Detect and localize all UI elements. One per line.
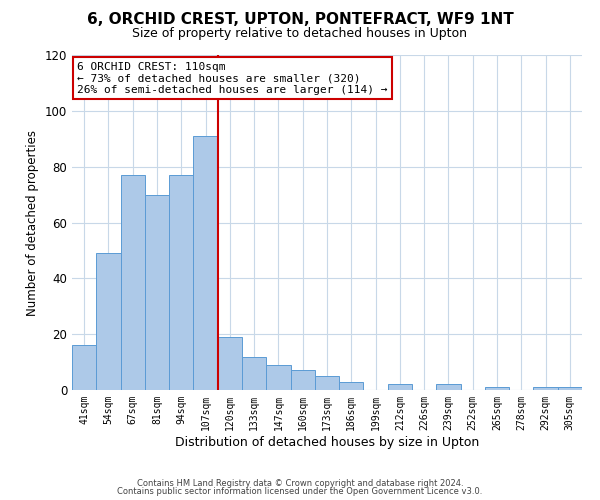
Bar [193, 136, 218, 390]
Bar [96, 253, 121, 390]
Bar [121, 175, 145, 390]
Bar [485, 387, 509, 390]
Y-axis label: Number of detached properties: Number of detached properties [26, 130, 39, 316]
Bar [242, 356, 266, 390]
Bar [558, 387, 582, 390]
Bar [266, 365, 290, 390]
Bar [290, 370, 315, 390]
Bar [145, 194, 169, 390]
Bar [218, 337, 242, 390]
Text: Size of property relative to detached houses in Upton: Size of property relative to detached ho… [133, 28, 467, 40]
Bar [72, 346, 96, 390]
X-axis label: Distribution of detached houses by size in Upton: Distribution of detached houses by size … [175, 436, 479, 448]
Bar [339, 382, 364, 390]
Bar [533, 387, 558, 390]
Bar [315, 376, 339, 390]
Text: Contains public sector information licensed under the Open Government Licence v3: Contains public sector information licen… [118, 487, 482, 496]
Text: 6, ORCHID CREST, UPTON, PONTEFRACT, WF9 1NT: 6, ORCHID CREST, UPTON, PONTEFRACT, WF9 … [86, 12, 514, 28]
Bar [169, 175, 193, 390]
Bar [436, 384, 461, 390]
Bar [388, 384, 412, 390]
Text: 6 ORCHID CREST: 110sqm
← 73% of detached houses are smaller (320)
26% of semi-de: 6 ORCHID CREST: 110sqm ← 73% of detached… [77, 62, 388, 95]
Text: Contains HM Land Registry data © Crown copyright and database right 2024.: Contains HM Land Registry data © Crown c… [137, 478, 463, 488]
